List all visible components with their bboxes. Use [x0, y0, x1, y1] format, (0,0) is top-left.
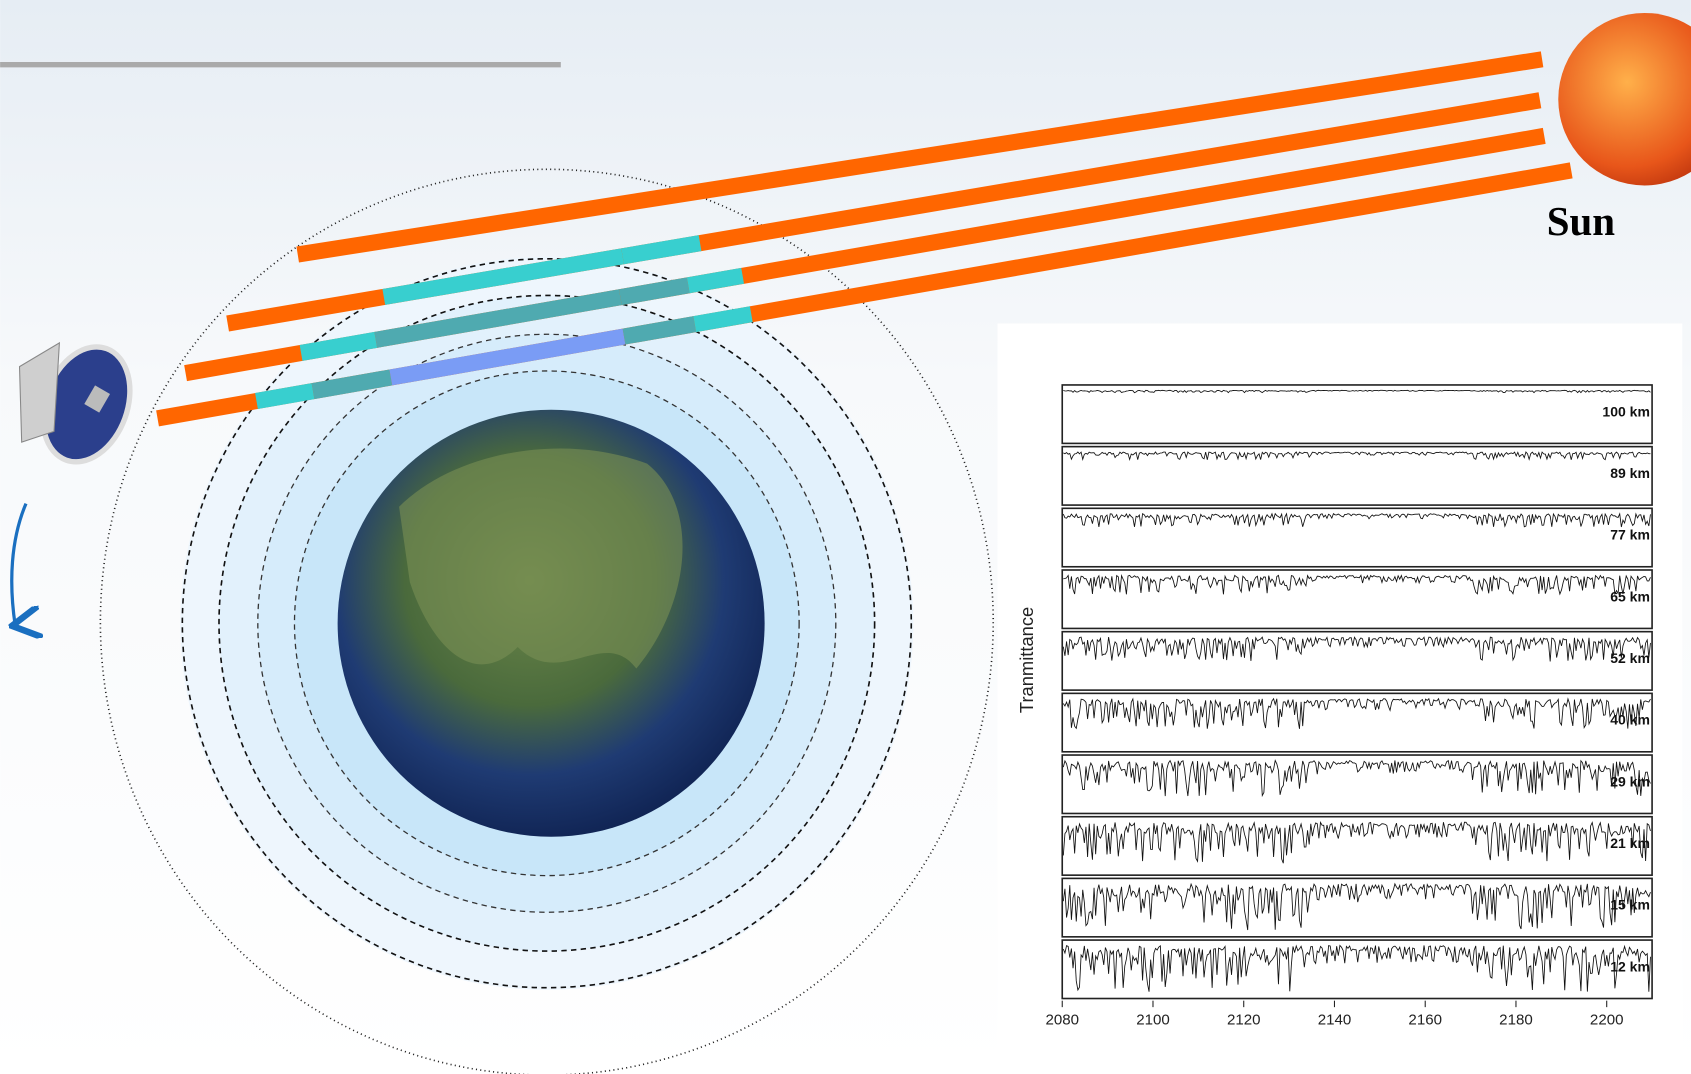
panel-label: 40 km: [1610, 712, 1650, 728]
beam-segment: [256, 391, 313, 401]
panel-frame: [1062, 878, 1652, 936]
panel-label: 100 km: [1602, 403, 1649, 419]
slide: Sun 100 km 89 km 77 km 65 km 52 km 40 km 29 km…: [0, 0, 1691, 1074]
panel-label: 12 km: [1610, 958, 1650, 974]
panel-label: 52 km: [1610, 650, 1650, 666]
sun-label: Sun: [1547, 198, 1616, 244]
panel-label: 65 km: [1610, 588, 1650, 604]
x-tick-label: 2160: [1408, 1011, 1442, 1028]
x-tick-label: 2200: [1590, 1011, 1624, 1028]
panel-label: 15 km: [1610, 897, 1650, 913]
panel-label: 77 km: [1610, 527, 1650, 543]
x-tick-label: 2100: [1136, 1011, 1170, 1028]
panel-label: 21 km: [1610, 835, 1650, 851]
panel-label: 89 km: [1610, 465, 1650, 481]
panel-label: 29 km: [1610, 773, 1650, 789]
beam-segment: [688, 276, 742, 285]
x-tick-label: 2080: [1045, 1011, 1079, 1028]
panel-frame: [1062, 385, 1652, 443]
y-axis-label: Tranmittance: [1016, 607, 1037, 713]
x-tick-label: 2180: [1499, 1011, 1533, 1028]
x-tick-label: 2120: [1227, 1011, 1261, 1028]
panel-frame: [1062, 632, 1652, 690]
panel-frame: [1062, 447, 1652, 505]
earth-land: [399, 448, 682, 668]
beam-segment: [695, 314, 752, 324]
x-tick-label: 2140: [1318, 1011, 1352, 1028]
spectra-chart: 100 km 89 km 77 km 65 km 52 km 40 km 29 km 21 k…: [1016, 385, 1652, 1028]
